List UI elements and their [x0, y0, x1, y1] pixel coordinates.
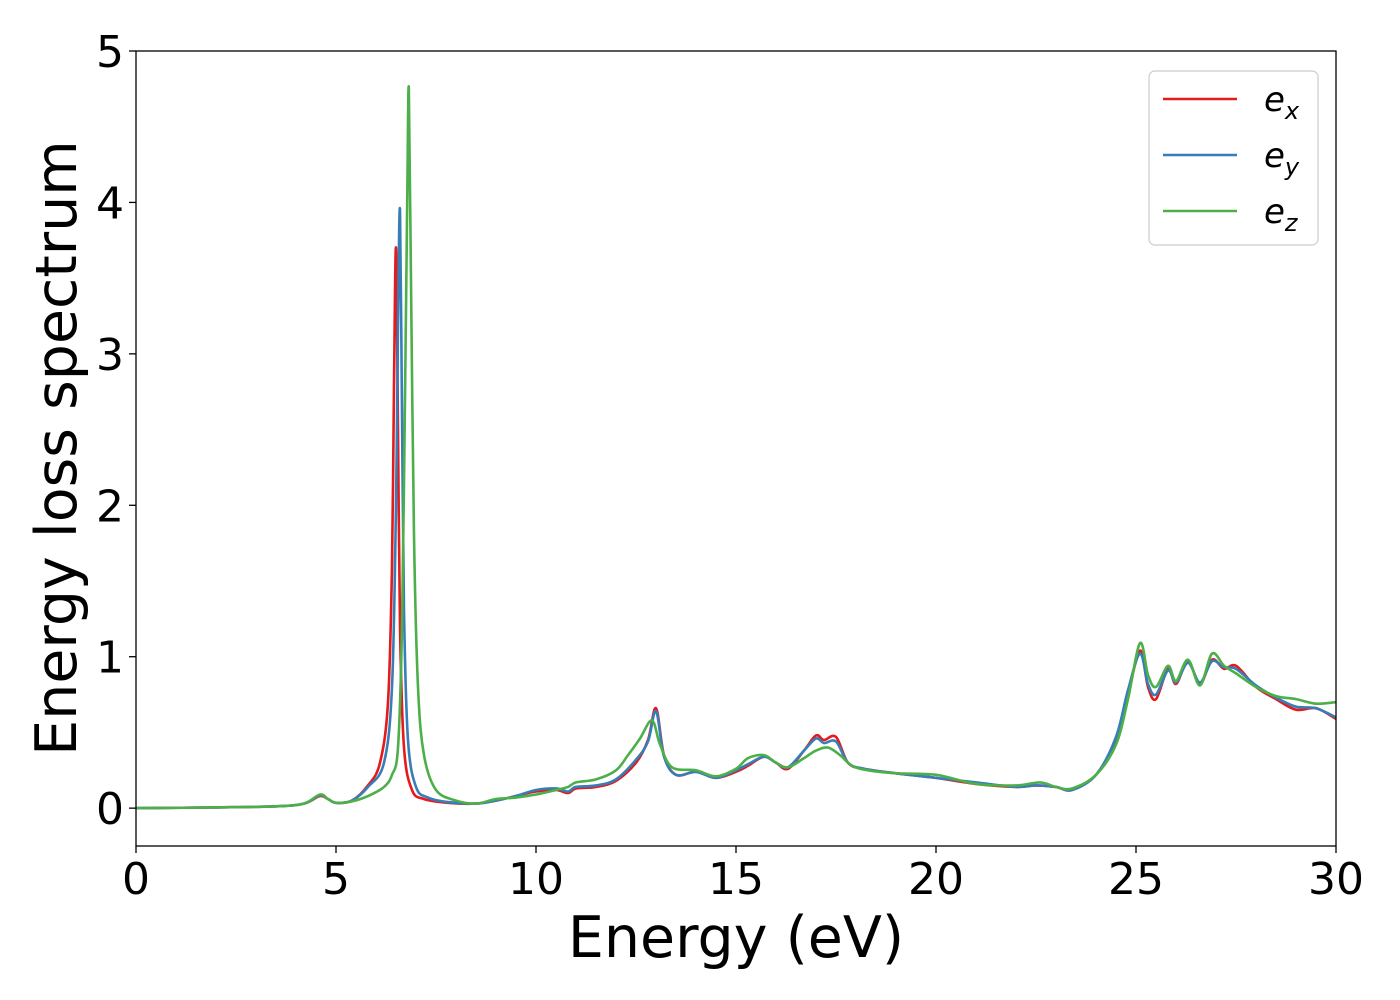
- x-tick-label: 30: [1308, 854, 1364, 905]
- legend-box: [1148, 70, 1319, 246]
- legend-label-subscript: x: [1284, 97, 1300, 125]
- y-axis-label: Energy loss spectrum: [24, 140, 90, 756]
- y-tick-label: 5: [96, 27, 124, 78]
- series-layer: [136, 85, 1336, 810]
- legend-label-subscript: z: [1284, 209, 1299, 237]
- x-tick-label: 25: [1108, 854, 1164, 905]
- legend-label-z: ez: [1264, 192, 1299, 237]
- x-tick-label: 5: [322, 854, 350, 905]
- series-line-z: [136, 85, 1336, 810]
- y-tick-label: 0: [96, 784, 124, 835]
- y-tick-label: 3: [96, 330, 124, 381]
- y-tick-label: 4: [96, 178, 124, 229]
- x-tick-label: 20: [908, 854, 964, 905]
- x-axis-label: Energy (eV): [568, 905, 904, 971]
- x-tick-label: 10: [508, 854, 564, 905]
- legend-label-base: e: [1264, 192, 1285, 232]
- legend-label-subscript: y: [1284, 153, 1300, 181]
- legend-label-base: e: [1264, 80, 1285, 120]
- series-line-y: [136, 206, 1336, 810]
- x-axis: 0 5 10 15 20 25 30: [122, 846, 1364, 905]
- x-tick-label: 0: [122, 854, 150, 905]
- legend-label-x: ex: [1264, 80, 1300, 125]
- legend-label-base: e: [1264, 136, 1285, 176]
- y-tick-label: 1: [96, 633, 124, 684]
- legend-label-y: ey: [1264, 136, 1300, 181]
- y-tick-label: 2: [96, 481, 124, 532]
- y-axis: 0 1 2 3 4 5: [96, 27, 136, 835]
- x-tick-label: 15: [708, 854, 764, 905]
